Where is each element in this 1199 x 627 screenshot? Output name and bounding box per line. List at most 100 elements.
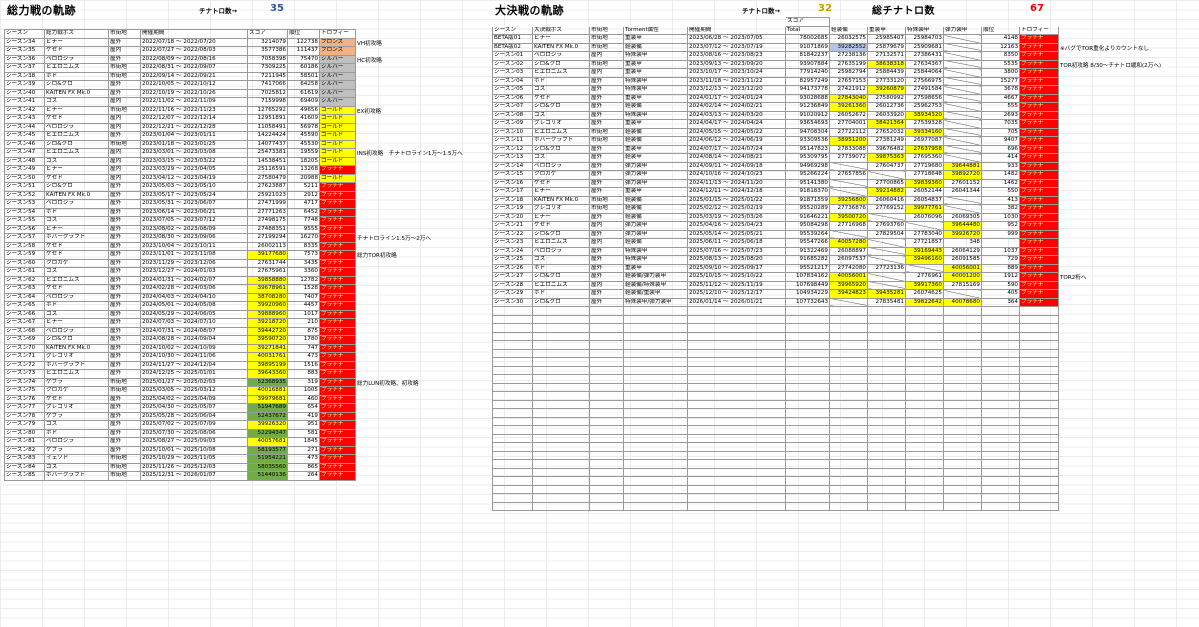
empty-cell[interactable] bbox=[687, 348, 786, 358]
empty-cell[interactable] bbox=[829, 374, 868, 384]
score-cell[interactable]: 14077437 bbox=[247, 139, 288, 149]
right-cell-8[interactable]: 27719680 bbox=[905, 161, 944, 171]
right-cell-10[interactable]: 4148 bbox=[981, 34, 1020, 44]
empty-cell[interactable] bbox=[943, 459, 982, 469]
empty-cell[interactable] bbox=[867, 416, 906, 426]
right-cell-0[interactable]: BETA版02 bbox=[492, 42, 533, 52]
right-cell-4[interactable]: 2025/01/15 〜 2025/01/22 bbox=[687, 195, 786, 205]
right-header-cell[interactable]: トロフィー bbox=[1019, 25, 1059, 35]
right-cell-5[interactable]: 93309536 bbox=[785, 136, 830, 146]
empty-cell[interactable] bbox=[687, 450, 786, 460]
boss-cell[interactable]: ケセド bbox=[44, 250, 109, 260]
trophy-cell[interactable]: プラチナ bbox=[319, 352, 356, 362]
right-cell-9[interactable]: 348 bbox=[943, 238, 982, 248]
empty-cell[interactable] bbox=[492, 459, 533, 469]
empty-cell[interactable] bbox=[785, 314, 830, 324]
right-cell-10[interactable]: 382 bbox=[981, 204, 1020, 214]
terrain-cell[interactable]: 屋外 bbox=[108, 267, 141, 277]
rank-cell[interactable]: 747 bbox=[287, 343, 320, 353]
empty-cell[interactable] bbox=[532, 408, 590, 418]
boss-cell[interactable]: グレゴリオ bbox=[44, 403, 109, 413]
right-cell-10[interactable]: 8350 bbox=[981, 51, 1020, 61]
right-cell-1[interactable]: ケセド bbox=[532, 93, 590, 103]
score-cell[interactable]: 3577386 bbox=[247, 46, 288, 56]
score-cell[interactable]: 7417066 bbox=[247, 80, 288, 90]
right-group-cell[interactable]: スコア bbox=[785, 17, 830, 26]
season-cell[interactable]: シーズン64 bbox=[4, 292, 45, 302]
empty-cell[interactable] bbox=[687, 340, 786, 350]
right-cell-6[interactable] bbox=[829, 297, 868, 307]
empty-cell[interactable] bbox=[1019, 374, 1059, 384]
right-cell-8[interactable]: 25844064 bbox=[905, 68, 944, 78]
right-cell-6[interactable]: 27742080 bbox=[829, 263, 868, 273]
right-cell-4[interactable]: 2025/06/11 〜 2025/06/18 bbox=[687, 238, 786, 248]
empty-cell[interactable] bbox=[687, 442, 786, 452]
empty-cell[interactable] bbox=[867, 314, 906, 324]
right-cell-5[interactable]: 91236849 bbox=[785, 102, 830, 112]
score-cell[interactable]: 12951891 bbox=[247, 114, 288, 124]
right-cell-1[interactable]: KAITEN FX Mk.0 bbox=[532, 195, 590, 205]
rank-cell[interactable]: 61619 bbox=[287, 88, 320, 98]
trophy-cell[interactable]: プラチナ bbox=[1019, 187, 1059, 197]
right-group-cell[interactable] bbox=[868, 18, 906, 27]
terrain-cell[interactable]: 屋内 bbox=[108, 114, 141, 124]
empty-cell[interactable] bbox=[943, 399, 982, 409]
right-cell-7[interactable]: 39875363 bbox=[867, 153, 906, 163]
trophy-cell[interactable]: プラチナ bbox=[1019, 136, 1059, 146]
right-cell-8[interactable]: 27566975 bbox=[905, 76, 944, 86]
score-cell[interactable]: 25921023 bbox=[247, 190, 288, 200]
trophy-cell[interactable]: プラチナ bbox=[319, 275, 356, 285]
boss-cell[interactable]: ゲブラ bbox=[44, 377, 109, 387]
right-header-cell[interactable]: 大決戦ボス bbox=[532, 25, 590, 35]
empty-cell[interactable] bbox=[623, 314, 688, 324]
season-cell[interactable]: シーズン46 bbox=[4, 139, 45, 149]
right-cell-2[interactable]: 屋外 bbox=[589, 255, 624, 265]
trophy-cell[interactable]: シルバー bbox=[319, 88, 356, 98]
score-cell[interactable]: 52437672 bbox=[247, 411, 288, 421]
rank-cell[interactable]: 122738 bbox=[287, 37, 320, 47]
right-cell-3[interactable]: 重装甲 bbox=[623, 119, 688, 129]
rank-cell[interactable]: 264 bbox=[287, 471, 320, 481]
period-cell[interactable]: 2022/12/07 〜 2022/12/14 bbox=[140, 114, 248, 124]
period-cell[interactable]: 2024/07/31 〜 2024/08/07 bbox=[140, 326, 248, 336]
right-cell-6[interactable]: 39282552 bbox=[829, 42, 868, 52]
season-cell[interactable]: シーズン82 bbox=[4, 445, 45, 455]
terrain-cell[interactable]: 屋内 bbox=[108, 46, 141, 56]
score-cell[interactable]: 39271841 bbox=[247, 343, 288, 353]
trophy-cell[interactable]: プラチナ bbox=[319, 216, 356, 226]
empty-cell[interactable] bbox=[785, 467, 830, 477]
right-cell-3[interactable]: 弾力装甲 bbox=[623, 170, 688, 180]
right-cell-3[interactable]: 軽装備 bbox=[623, 238, 688, 248]
empty-cell[interactable] bbox=[905, 365, 944, 375]
right-cell-8[interactable]: 27539328 bbox=[905, 119, 944, 129]
empty-cell[interactable] bbox=[943, 442, 982, 452]
right-cell-2[interactable]: 市街地 bbox=[589, 127, 624, 137]
left-header-cell[interactable]: トロフィー bbox=[319, 29, 356, 39]
empty-cell[interactable] bbox=[492, 484, 533, 494]
empty-cell[interactable] bbox=[829, 399, 868, 409]
left-header-cell[interactable]: 順位 bbox=[287, 29, 320, 39]
right-cell-7[interactable]: 27733120 bbox=[867, 76, 906, 86]
trophy-cell[interactable]: シルバー bbox=[319, 54, 356, 64]
season-cell[interactable]: シーズン73 bbox=[4, 369, 45, 379]
right-cell-3[interactable]: 弾力装甲 bbox=[623, 161, 688, 171]
right-group-cell[interactable] bbox=[830, 18, 868, 27]
empty-cell[interactable] bbox=[532, 501, 590, 511]
right-cell-6[interactable]: 27843040 bbox=[829, 93, 868, 103]
rank-cell[interactable]: 581 bbox=[287, 428, 320, 438]
right-cell-6[interactable]: 26032575 bbox=[829, 34, 868, 44]
right-cell-5[interactable]: 95547266 bbox=[785, 238, 830, 248]
season-cell[interactable]: シーズン65 bbox=[4, 301, 45, 311]
rank-cell[interactable]: 111437 bbox=[287, 46, 320, 56]
right-cell-0[interactable]: シーズン03 bbox=[492, 68, 533, 78]
trophy-cell[interactable]: プラチナ bbox=[1019, 93, 1059, 103]
period-cell[interactable]: 2022/08/09 〜 2022/08/16 bbox=[140, 54, 248, 64]
empty-cell[interactable] bbox=[623, 306, 688, 316]
empty-cell[interactable] bbox=[943, 391, 982, 401]
right-cell-1[interactable]: ケセド bbox=[532, 178, 590, 188]
right-group-cell[interactable] bbox=[590, 18, 624, 27]
right-cell-9[interactable] bbox=[943, 119, 982, 129]
right-cell-5[interactable]: 78002685 bbox=[785, 34, 830, 44]
right-cell-5[interactable]: 107732643 bbox=[785, 297, 830, 307]
right-cell-5[interactable]: 93907884 bbox=[785, 59, 830, 69]
